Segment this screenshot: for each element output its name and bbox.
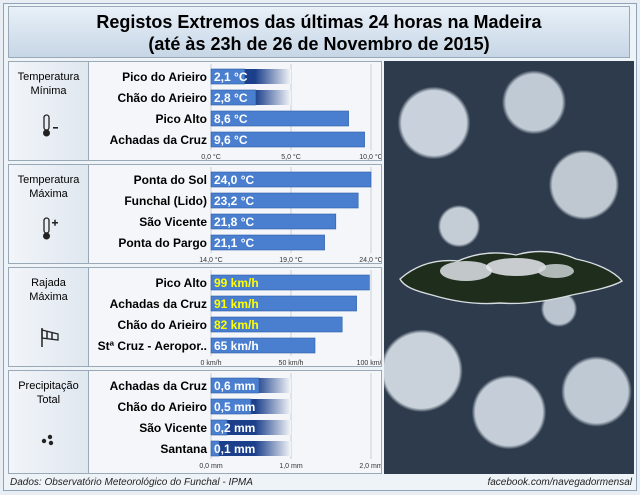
value-label: 0,2 mm bbox=[214, 421, 255, 435]
title-line-2: (até às 23h de 26 de Novembro de 2015) bbox=[148, 34, 490, 54]
thermometer-plus-icon bbox=[39, 217, 59, 246]
data-bar bbox=[210, 131, 365, 148]
tick-label: 1,0 mm bbox=[279, 463, 303, 470]
data-bar bbox=[210, 89, 257, 106]
value-label: 9,6 °C bbox=[214, 133, 248, 147]
bar-shadow bbox=[211, 420, 291, 435]
data-bar bbox=[210, 398, 252, 415]
value-label: 2,8 °C bbox=[214, 91, 248, 105]
thermometer-minus-icon bbox=[39, 114, 59, 143]
value-label: 0,6 mm bbox=[214, 379, 255, 393]
tick-label: 0,0 °C bbox=[201, 153, 221, 160]
panel-wind-gust: Rajada Máxima Pico Alto 99 km/h Achadas da… bbox=[8, 267, 382, 367]
station-label: Chão do Arieiro bbox=[117, 318, 207, 332]
value-label: 8,6 °C bbox=[214, 112, 248, 126]
tick-label: 19,0 °C bbox=[279, 256, 302, 263]
station-label: Ponta do Pargo bbox=[118, 236, 207, 250]
station-label: Chão do Arieiro bbox=[117, 91, 207, 105]
station-label: Pico Alto bbox=[155, 276, 207, 290]
station-label: Santana bbox=[160, 442, 207, 456]
tick-label: 5,0 °C bbox=[281, 153, 301, 160]
station-label: Pico Alto bbox=[155, 112, 207, 126]
data-bar bbox=[210, 274, 370, 291]
value-label: 2,1 °C bbox=[214, 70, 248, 84]
category-box: Temperatura Mínima bbox=[9, 62, 89, 160]
tick-label: 10,0 °C bbox=[359, 153, 381, 160]
value-label: 91 km/h bbox=[214, 297, 259, 311]
category-box: Temperatura Máxima bbox=[9, 165, 89, 263]
title-banner: Registos Extremos das últimas 24 horas n… bbox=[8, 6, 630, 58]
tick-label: 100 km/h bbox=[357, 360, 381, 366]
value-label: 82 km/h bbox=[214, 318, 259, 332]
satellite-image-madeira bbox=[384, 61, 634, 474]
station-label: Pico do Arieiro bbox=[122, 70, 207, 84]
value-label: 65 km/h bbox=[214, 339, 259, 353]
data-bar bbox=[210, 377, 260, 394]
data-bar bbox=[210, 213, 337, 230]
category-box: Precipitação Total bbox=[9, 371, 89, 473]
chart-wind-gust: Pico Alto 99 km/h Achadas da Cruz 91 km/h Ch… bbox=[98, 270, 381, 366]
station-label: Achadas da Cruz bbox=[110, 379, 207, 393]
chart-temp-max: Ponta do Sol 24,0 °C Funchal (Lido) 23,2 °C… bbox=[118, 167, 381, 263]
windsock-icon bbox=[39, 326, 61, 353]
value-label: 23,2 °C bbox=[214, 194, 254, 208]
tick-label: 2,0 mm bbox=[359, 463, 381, 470]
panel-temp-min: Temperatura Mínima Pico do Arieiro 2,1 °C… bbox=[8, 61, 382, 161]
data-bar bbox=[210, 316, 343, 333]
data-bar bbox=[210, 295, 357, 312]
category-label: Rajada Máxima bbox=[29, 277, 68, 303]
panel-precipitation: Precipitação Total Achadas da Cruz 0,6 mm… bbox=[8, 370, 382, 474]
station-label: Achadas da Cruz bbox=[110, 133, 207, 147]
value-label: 0,1 mm bbox=[214, 442, 255, 456]
category-label: Precipitação Total bbox=[18, 380, 79, 406]
tick-label: 24,0 °C bbox=[359, 256, 381, 263]
panel-temp-max: Temperatura Máxima Ponta do Sol 24,0 °C Fu… bbox=[8, 164, 382, 264]
tick-label: 14,0 °C bbox=[199, 256, 222, 263]
chart-temp-min: Pico do Arieiro 2,1 °C Chão do Arieiro 2,8 … bbox=[110, 64, 381, 160]
value-label: 21,1 °C bbox=[214, 236, 254, 250]
madeira-island-shape bbox=[399, 250, 624, 305]
data-bar bbox=[210, 171, 372, 188]
station-label: Ponta do Sol bbox=[134, 173, 207, 187]
category-label: Temperatura Máxima bbox=[17, 174, 80, 200]
data-bar bbox=[210, 192, 359, 209]
station-label: São Vicente bbox=[139, 215, 207, 229]
tick-label: 0,0 mm bbox=[199, 463, 223, 470]
data-bar bbox=[210, 110, 349, 127]
data-source: Dados: Observatório Meteorológico do Fun… bbox=[10, 477, 253, 488]
station-label: São Vicente bbox=[139, 421, 207, 435]
station-label: Stª Cruz - Aeropor.. bbox=[98, 339, 207, 353]
tick-label: 0 km/h bbox=[200, 360, 221, 366]
bar-shadow bbox=[211, 441, 291, 456]
value-label: 21,8 °C bbox=[214, 215, 254, 229]
station-label: Funchal (Lido) bbox=[124, 194, 207, 208]
value-label: 99 km/h bbox=[214, 276, 259, 290]
facebook-credit: facebook.com/navegadormensal bbox=[487, 477, 632, 488]
category-box: Rajada Máxima bbox=[9, 268, 89, 366]
data-bar bbox=[210, 234, 325, 251]
tick-label: 50 km/h bbox=[279, 360, 304, 366]
station-label: Chão do Arieiro bbox=[117, 400, 207, 414]
data-bar bbox=[210, 440, 220, 457]
chart-precipitation: Achadas da Cruz 0,6 mm Chão do Arieiro 0,5 … bbox=[110, 373, 381, 470]
value-label: 0,5 mm bbox=[214, 400, 255, 414]
title-line-1: Registos Extremos das últimas 24 horas n… bbox=[96, 12, 542, 32]
rain-drops-icon bbox=[39, 431, 59, 452]
data-bar bbox=[210, 68, 245, 85]
value-label: 24,0 °C bbox=[214, 173, 254, 187]
category-label: Temperatura Mínima bbox=[17, 71, 80, 97]
station-label: Achadas da Cruz bbox=[110, 297, 207, 311]
data-bar bbox=[210, 419, 228, 436]
data-bar bbox=[210, 337, 316, 354]
